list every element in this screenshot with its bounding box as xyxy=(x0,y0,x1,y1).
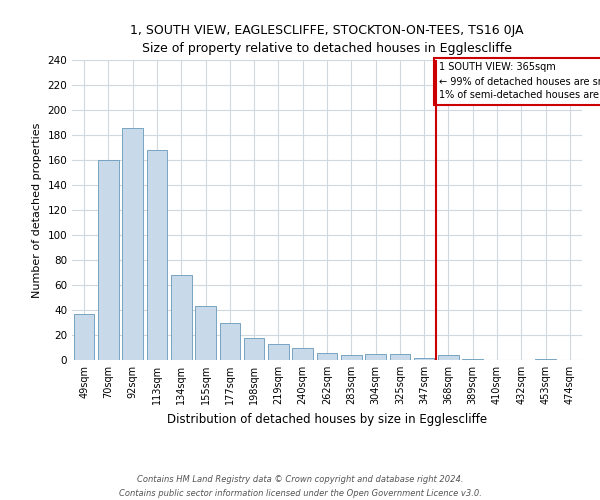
Bar xyxy=(389,354,410,360)
Bar xyxy=(317,352,337,360)
Text: Contains HM Land Registry data © Crown copyright and database right 2024.
Contai: Contains HM Land Registry data © Crown c… xyxy=(119,476,481,498)
Bar xyxy=(341,355,362,360)
Y-axis label: Number of detached properties: Number of detached properties xyxy=(32,122,42,298)
Bar xyxy=(365,354,386,360)
Bar xyxy=(463,359,483,360)
Bar xyxy=(74,314,94,360)
Bar xyxy=(122,128,143,360)
Bar xyxy=(414,358,434,360)
Bar xyxy=(244,338,265,360)
Bar xyxy=(146,150,167,360)
Title: 1, SOUTH VIEW, EAGLESCLIFFE, STOCKTON-ON-TEES, TS16 0JA
Size of property relativ: 1, SOUTH VIEW, EAGLESCLIFFE, STOCKTON-ON… xyxy=(130,24,524,54)
Bar xyxy=(98,160,119,360)
X-axis label: Distribution of detached houses by size in Egglescliffe: Distribution of detached houses by size … xyxy=(167,412,487,426)
Bar xyxy=(438,355,459,360)
Text: 1 SOUTH VIEW: 365sqm
← 99% of detached houses are smaller (745)
1% of semi-detac: 1 SOUTH VIEW: 365sqm ← 99% of detached h… xyxy=(439,62,600,100)
Bar xyxy=(268,344,289,360)
Bar xyxy=(220,322,240,360)
Bar xyxy=(292,348,313,360)
Bar xyxy=(171,275,191,360)
Bar xyxy=(535,359,556,360)
Bar xyxy=(195,306,216,360)
